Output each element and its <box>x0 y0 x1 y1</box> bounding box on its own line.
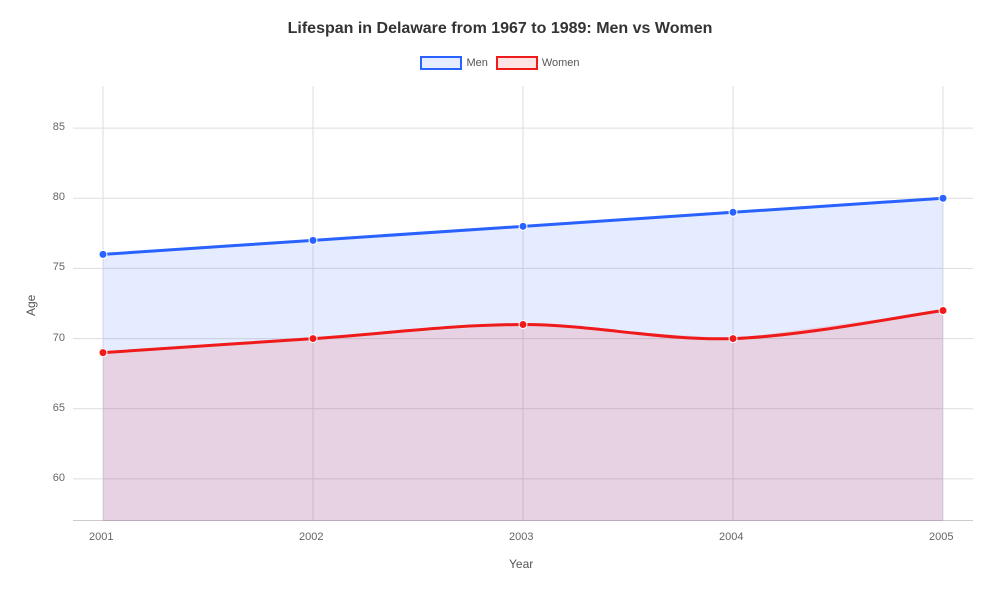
chart-title: Lifespan in Delaware from 1967 to 1989: … <box>0 20 1000 38</box>
legend-swatch-men <box>420 56 462 70</box>
chart-svg <box>73 86 973 521</box>
x-axis-title: Year <box>509 557 533 571</box>
legend-item-men[interactable]: Men <box>420 56 487 70</box>
y-tick-label: 60 <box>53 472 65 484</box>
x-tick-label: 2002 <box>299 531 323 543</box>
y-tick-label: 70 <box>53 332 65 344</box>
legend-swatch-women <box>496 56 538 70</box>
y-tick-label: 75 <box>53 261 65 273</box>
y-tick-label: 85 <box>53 121 65 133</box>
y-tick-label: 80 <box>53 191 65 203</box>
chart-container: Lifespan in Delaware from 1967 to 1989: … <box>0 0 1000 600</box>
x-tick-label: 2004 <box>719 531 743 543</box>
legend: Men Women <box>0 56 1000 70</box>
legend-label-women: Women <box>542 57 580 69</box>
y-tick-label: 65 <box>53 402 65 414</box>
plot-area <box>73 86 973 521</box>
legend-item-women[interactable]: Women <box>496 56 580 70</box>
y-axis-title: Age <box>24 294 38 315</box>
x-tick-label: 2005 <box>929 531 953 543</box>
x-tick-label: 2003 <box>509 531 533 543</box>
legend-label-men: Men <box>466 57 487 69</box>
x-tick-label: 2001 <box>89 531 113 543</box>
